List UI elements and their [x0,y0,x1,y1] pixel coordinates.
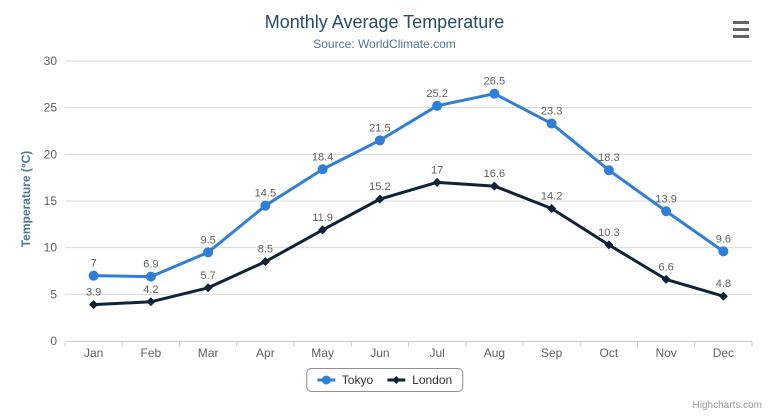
series-point-tokyo-mar[interactable] [203,247,214,258]
series-point-london-aug[interactable] [489,181,499,191]
y-axis-label: 20 [44,147,58,161]
series-point-tokyo-aug[interactable] [489,88,500,99]
hamburger-bar [733,35,749,38]
data-label: 9.6 [716,233,731,245]
data-label: 3.9 [86,287,101,299]
data-label: 6.9 [143,259,158,271]
tokyo-series-marker-icon [316,375,335,385]
y-axis-label: 15 [44,194,58,208]
hamburger-bar [733,21,749,24]
data-label: 23.3 [541,106,562,118]
data-label: 4.2 [143,284,158,296]
series-point-london-sep[interactable] [547,203,557,213]
data-label: 17 [431,164,443,176]
series-point-london-may[interactable] [318,225,328,235]
legend-label-tokyo: Tokyo [341,373,374,387]
series-point-tokyo-dec[interactable] [718,246,729,257]
x-axis-label-jun: Jun [370,346,389,360]
data-label: 13.9 [655,193,676,205]
x-axis-label-feb: Feb [141,346,162,360]
series-point-london-mar[interactable] [203,283,213,293]
hamburger-menu-icon[interactable] [733,21,749,38]
legend-item-london[interactable]: London [387,373,452,387]
series-point-london-feb[interactable] [146,297,156,307]
series-point-tokyo-sep[interactable] [546,118,557,129]
y-axis-label: 0 [50,334,57,348]
series-point-london-nov[interactable] [661,274,671,284]
series-point-tokyo-oct[interactable] [603,165,614,176]
data-label: 7 [91,258,97,270]
series-point-tokyo-jul[interactable] [432,100,443,111]
series-line-tokyo [92,92,725,279]
y-axis-label: 30 [44,54,58,68]
data-label: 9.5 [200,234,215,246]
series-point-tokyo-may[interactable] [317,164,328,175]
data-label: 5.7 [200,270,215,282]
series-line-london [92,180,725,307]
series-point-london-oct[interactable] [604,240,614,250]
x-axis-label-dec: Dec [713,346,734,360]
data-label: 18.4 [312,151,333,163]
x-axis-label-mar: Mar [198,346,219,360]
x-axis-label-jul: Jul [429,346,444,360]
series-point-london-jun[interactable] [375,194,385,204]
data-label: 26.5 [484,76,505,88]
legend-label-london: London [412,373,453,387]
x-axis-label-may: May [311,346,334,360]
chart-title: Monthly Average Temperature [264,12,505,32]
series-point-tokyo-apr[interactable] [260,200,271,211]
series-point-tokyo-jun[interactable] [374,135,385,146]
series-point-london-apr[interactable] [260,257,270,267]
x-axis-label-aug: Aug [484,346,505,360]
data-label: 14.2 [541,190,562,202]
data-label: 16.6 [484,168,505,180]
x-axis-label-oct: Oct [600,346,619,360]
series-point-london-jul[interactable] [432,177,442,187]
london-series-marker-icon [387,376,406,384]
legend-item-tokyo[interactable]: Tokyo [316,373,374,387]
highcharts-credit-link[interactable]: Highcharts.com [692,400,762,411]
data-label: 11.9 [312,212,333,224]
x-axis-label-jan: Jan [84,346,103,360]
data-label: 8.5 [258,244,273,256]
data-label: 15.2 [369,181,390,193]
chart-subtitle: Source: WorldClimate.com [313,37,456,51]
data-label: 14.5 [255,188,276,200]
series-point-tokyo-jan[interactable] [88,270,99,281]
y-axis-label: 5 [50,287,57,301]
hamburger-bar [733,28,749,31]
x-axis-label-nov: Nov [655,346,676,360]
y-axis-label: 25 [44,101,58,115]
legend: Tokyo London [305,368,464,392]
data-label: 21.5 [369,122,390,134]
series-point-tokyo-nov[interactable] [661,206,672,217]
x-axis-label-sep: Sep [541,346,563,360]
data-label: 10.3 [598,227,619,239]
data-label: 18.3 [598,152,619,164]
data-label: 25.2 [426,88,447,100]
data-label: 4.8 [716,278,731,290]
series-point-london-dec[interactable] [718,291,728,301]
series-point-tokyo-feb[interactable] [145,271,156,282]
y-axis-label: 10 [44,241,58,255]
x-axis-label-apr: Apr [256,346,275,360]
data-label: 6.6 [658,261,673,273]
series-point-london-jan[interactable] [89,300,99,310]
